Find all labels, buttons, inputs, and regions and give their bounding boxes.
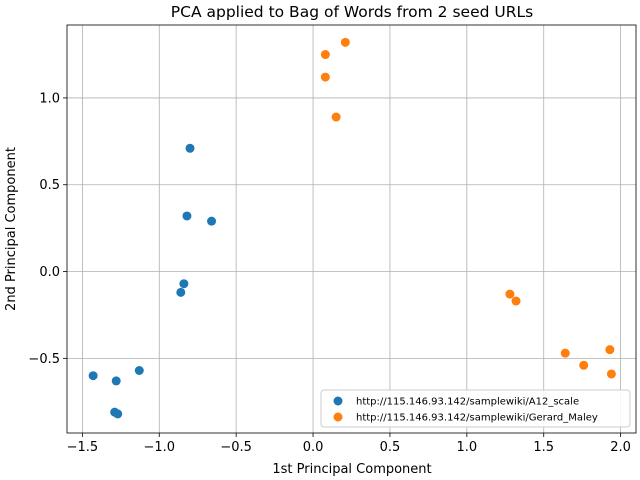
legend-marker: [333, 396, 343, 406]
data-points: [88, 37, 616, 419]
x-tick-label: −0.5: [220, 440, 252, 455]
axis-ticks: −1.5 −1.0 −0.5 0.0 0.5 1.0 1.5 2.0 −0.5 0.0 0.5 1.0: [28, 91, 631, 455]
chart-title: PCA applied to Bag of Words from 2 seed …: [171, 3, 533, 21]
data-point-series-1: [134, 365, 144, 375]
data-point-series-1: [207, 216, 217, 226]
grid: [67, 25, 636, 433]
legend-marker: [333, 412, 343, 422]
legend-label: http://115.146.93.142/samplewiki/A12_sca…: [356, 397, 579, 408]
data-point-series-1: [111, 376, 121, 386]
data-point-series-1: [176, 287, 186, 297]
data-point-series-1: [182, 211, 192, 221]
data-point-series-2: [340, 37, 350, 47]
y-axis-label: 2nd Principal Component: [4, 147, 19, 311]
x-tick-label: 0.0: [303, 440, 324, 455]
data-point-series-2: [320, 50, 330, 60]
data-point-series-2: [505, 289, 515, 299]
y-tick-label: 0.0: [39, 265, 60, 280]
legend: http://115.146.93.142/samplewiki/A12_sca…: [320, 389, 631, 428]
data-point-series-1: [113, 409, 123, 419]
y-tick-label: 1.0: [39, 91, 60, 106]
data-point-series-1: [179, 279, 189, 289]
data-point-series-2: [605, 345, 615, 355]
data-point-series-1: [88, 371, 98, 381]
legend-box: [320, 389, 631, 428]
legend-label: http://115.146.93.142/samplewiki/Gerard_…: [356, 413, 598, 424]
data-point-series-2: [331, 112, 341, 122]
x-tick-label: 1.0: [456, 440, 477, 455]
y-tick-label: 0.5: [39, 178, 60, 193]
y-tick-label: −0.5: [28, 352, 60, 367]
x-axis-label: 1st Principal Component: [272, 462, 431, 477]
x-tick-label: 1.5: [533, 440, 554, 455]
data-point-series-2: [606, 369, 616, 379]
plot-frame: [66, 24, 637, 434]
x-tick-label: −1.0: [143, 440, 175, 455]
data-point-series-2: [511, 296, 521, 306]
data-point-series-1: [185, 143, 195, 153]
data-point-series-2: [560, 348, 570, 358]
x-tick-label: −1.5: [67, 440, 99, 455]
x-tick-label: 2.0: [610, 440, 631, 455]
x-tick-label: 0.5: [380, 440, 401, 455]
data-point-series-2: [320, 72, 330, 82]
data-point-series-2: [579, 360, 589, 370]
